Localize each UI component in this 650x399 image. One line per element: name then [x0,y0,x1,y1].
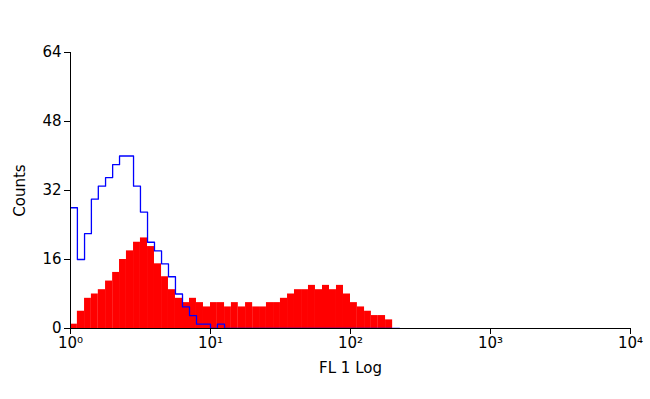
svg-text:10³: 10³ [478,334,503,352]
svg-text:0: 0 [52,319,62,338]
svg-text:16: 16 [42,250,61,268]
svg-text:64: 64 [42,43,61,61]
svg-text:10⁰: 10⁰ [58,334,83,352]
svg-text:Counts: Counts [11,164,29,217]
svg-text:FL 1 Log: FL 1 Log [319,359,382,377]
svg-text:32: 32 [42,181,61,199]
svg-text:48: 48 [42,112,61,130]
svg-text:10²: 10² [338,334,363,352]
svg-text:10¹: 10¹ [198,334,223,352]
svg-text:10⁴: 10⁴ [618,334,643,352]
